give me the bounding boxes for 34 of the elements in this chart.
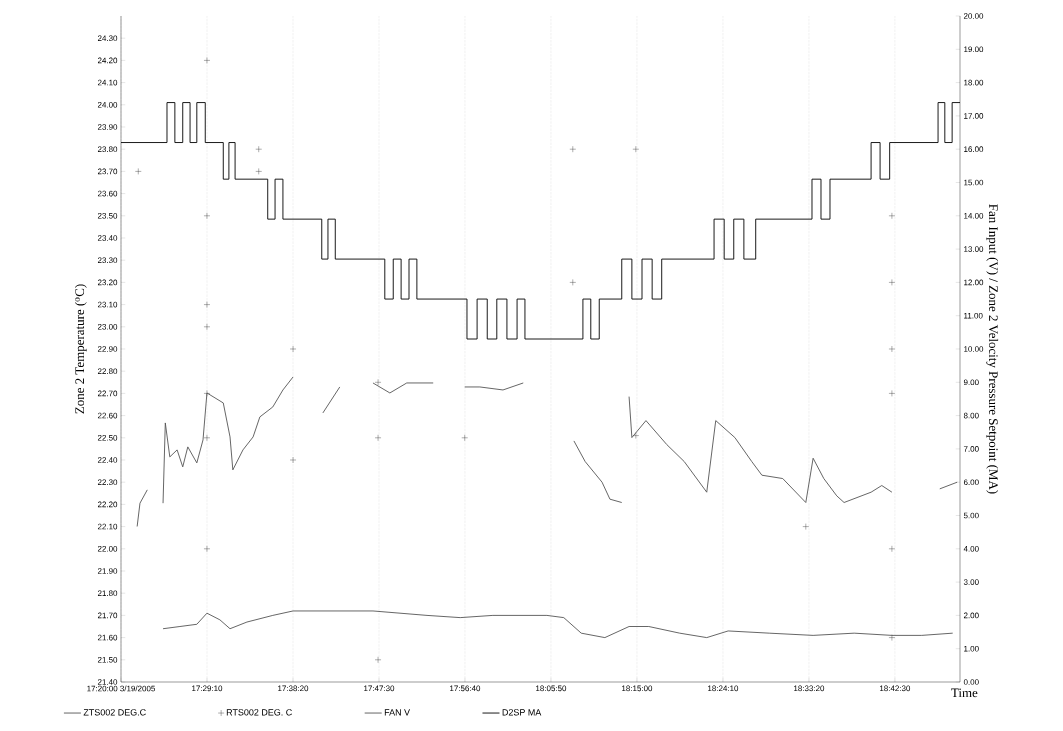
point xyxy=(569,146,576,153)
legend-label: RTS002 DEG. C xyxy=(226,709,292,716)
point xyxy=(888,545,896,552)
point xyxy=(135,168,142,175)
point xyxy=(632,432,640,439)
point xyxy=(374,434,382,441)
point xyxy=(888,345,896,353)
point xyxy=(632,146,640,153)
point xyxy=(203,545,211,552)
point xyxy=(203,212,211,219)
point xyxy=(802,523,809,530)
legend-label: D2SP MA xyxy=(502,709,542,716)
y-axis-title: Zone 2 Temperature ($^{o}$C) xyxy=(74,284,87,414)
point xyxy=(203,57,211,64)
y2-axis-title: Fan Input (V) / Zone 2 Velocity Pressure Setpoint (MA) xyxy=(986,204,999,494)
point xyxy=(888,212,896,219)
point xyxy=(289,456,297,464)
legend-label: FAN V xyxy=(384,709,410,716)
point xyxy=(203,323,211,330)
point xyxy=(569,279,576,286)
point xyxy=(374,379,382,386)
point xyxy=(888,390,896,397)
point xyxy=(888,634,896,641)
point xyxy=(203,434,211,441)
point xyxy=(374,656,382,663)
legend-label: ZTS002 DEG.C xyxy=(83,709,146,716)
point xyxy=(289,345,297,353)
point xyxy=(255,168,262,175)
point xyxy=(255,146,262,153)
point xyxy=(461,434,468,441)
point xyxy=(203,390,211,397)
point xyxy=(888,279,896,286)
x-axis-title: Time xyxy=(951,688,978,698)
point xyxy=(203,301,211,308)
